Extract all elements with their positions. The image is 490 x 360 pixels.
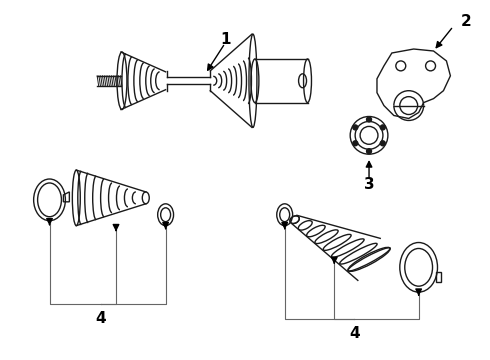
Text: 3: 3 xyxy=(364,177,374,193)
Circle shape xyxy=(367,117,371,122)
Text: 2: 2 xyxy=(461,14,472,29)
Circle shape xyxy=(353,125,358,130)
Circle shape xyxy=(380,125,385,130)
Circle shape xyxy=(367,149,371,154)
Text: 4: 4 xyxy=(349,326,360,341)
Circle shape xyxy=(353,141,358,146)
Text: 1: 1 xyxy=(220,32,230,46)
Circle shape xyxy=(380,141,385,146)
Text: 4: 4 xyxy=(96,311,106,327)
